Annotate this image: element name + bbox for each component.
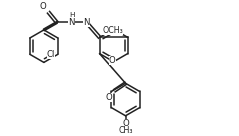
Text: N: N [83, 18, 90, 27]
Text: O: O [40, 2, 47, 11]
Text: O: O [106, 93, 113, 102]
Text: OCH₃: OCH₃ [102, 27, 123, 35]
Text: N: N [68, 18, 75, 27]
Text: Cl: Cl [47, 50, 55, 59]
Text: H: H [69, 12, 74, 18]
Text: O: O [122, 119, 129, 128]
Text: O: O [109, 56, 116, 65]
Text: CH₃: CH₃ [118, 126, 133, 135]
